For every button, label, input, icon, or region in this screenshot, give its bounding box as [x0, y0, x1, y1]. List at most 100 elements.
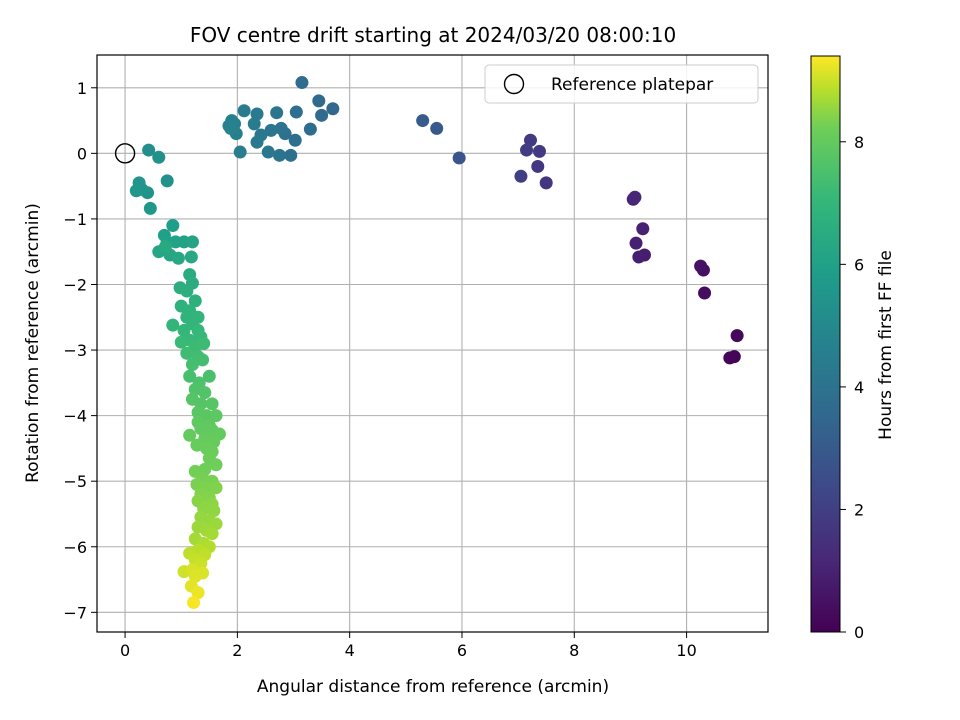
- data-point: [224, 121, 238, 135]
- data-point: [272, 148, 286, 162]
- chart-title: FOV centre drift starting at 2024/03/20 …: [190, 23, 676, 47]
- y-tick-label: 1: [77, 79, 87, 98]
- legend-reference-marker-icon: [503, 73, 525, 95]
- data-point: [188, 294, 202, 308]
- data-point: [430, 121, 444, 135]
- data-point: [209, 409, 223, 423]
- legend-entry: Reference platepar: [551, 75, 713, 95]
- data-point: [180, 284, 194, 298]
- data-point: [632, 250, 646, 264]
- x-ticks: 0 2 4 6 8 10: [120, 632, 697, 660]
- data-point: [416, 114, 430, 128]
- data-point: [129, 184, 143, 198]
- data-point: [303, 122, 317, 136]
- data-point: [143, 201, 157, 215]
- y-tick-label: −3: [63, 341, 87, 360]
- data-point: [531, 159, 545, 173]
- y-tick-label: −6: [63, 538, 87, 557]
- data-point: [166, 218, 180, 232]
- data-point: [185, 357, 199, 371]
- data-point: [636, 222, 650, 236]
- data-point: [730, 329, 744, 343]
- colorbar-tick-label: 6: [854, 255, 864, 274]
- data-point: [247, 117, 261, 131]
- data-point: [177, 323, 191, 337]
- data-point: [514, 169, 528, 183]
- data-point: [197, 337, 211, 350]
- data-point: [174, 335, 188, 349]
- data-point: [312, 94, 326, 108]
- x-tick-label: 10: [676, 641, 696, 660]
- y-tick-label: −7: [63, 603, 87, 622]
- colorbar-tick-label: 2: [854, 500, 864, 519]
- data-point: [326, 102, 340, 116]
- data-point: [289, 105, 303, 119]
- data-point: [723, 351, 737, 365]
- data-point: [209, 517, 223, 531]
- x-tick-label: 8: [569, 641, 579, 660]
- data-point: [698, 286, 712, 300]
- data-point: [142, 143, 156, 157]
- data-point: [452, 151, 466, 165]
- data-point: [261, 145, 275, 159]
- reference-marker-layer: [114, 143, 136, 164]
- data-point: [183, 369, 197, 383]
- data-point: [233, 145, 247, 159]
- data-point: [198, 386, 212, 400]
- x-tick-label: 2: [232, 641, 242, 660]
- data-point: [250, 107, 264, 121]
- data-point: [264, 123, 278, 137]
- data-point: [159, 239, 173, 253]
- data-point: [207, 504, 221, 518]
- data-point: [205, 397, 219, 411]
- data-point: [288, 133, 302, 147]
- colorbar-tick-label: 0: [854, 623, 864, 642]
- x-axis-label: Angular distance from reference (arcmin): [257, 677, 609, 697]
- data-point: [184, 250, 198, 264]
- data-point: [160, 174, 174, 188]
- y-tick-label: 0: [77, 144, 87, 163]
- y-tick-label: −5: [63, 472, 87, 491]
- colorbar-label: Hours from first FF file: [876, 250, 896, 440]
- data-point: [185, 235, 199, 249]
- legend-box: [484, 64, 759, 104]
- data-point: [520, 143, 534, 157]
- legend: Reference platepar: [484, 64, 759, 104]
- data-point: [188, 569, 202, 583]
- data-point: [166, 318, 180, 332]
- data-point: [205, 527, 219, 541]
- data-point: [194, 422, 208, 436]
- reference-platepar-marker: [114, 143, 136, 164]
- x-tick-label: 6: [457, 641, 467, 660]
- data-point: [315, 108, 329, 122]
- data-point: [694, 259, 708, 273]
- data-point: [628, 190, 642, 204]
- data-point: [274, 121, 288, 135]
- data-point: [532, 144, 546, 158]
- data-point: [183, 428, 197, 442]
- colorbar-ticks: 0 2 4 6 8: [840, 133, 864, 642]
- y-ticks: 1 0 −1 −2 −3 −4 −5 −6 −7: [63, 79, 97, 622]
- data-point: [171, 251, 185, 265]
- y-tick-label: −4: [63, 407, 87, 426]
- y-axis-label: Rotation from reference (arcmin): [23, 203, 43, 483]
- data-point: [180, 346, 194, 360]
- y-tick-label: −1: [63, 210, 87, 229]
- data-point: [196, 353, 210, 367]
- y-tick-label: −2: [63, 275, 87, 294]
- x-tick-label: 0: [120, 641, 130, 660]
- data-point: [187, 595, 201, 609]
- data-point: [209, 458, 223, 472]
- data-point: [191, 586, 205, 600]
- data-point: [629, 236, 643, 250]
- data-point: [237, 104, 251, 118]
- colorbar: [810, 55, 841, 633]
- colorbar-tick-label: 8: [854, 133, 864, 152]
- data-point: [250, 135, 264, 149]
- data-point: [202, 369, 216, 383]
- plot-frame: [96, 54, 769, 633]
- data-point: [270, 106, 284, 120]
- data-point: [152, 150, 166, 164]
- data-point: [295, 76, 309, 90]
